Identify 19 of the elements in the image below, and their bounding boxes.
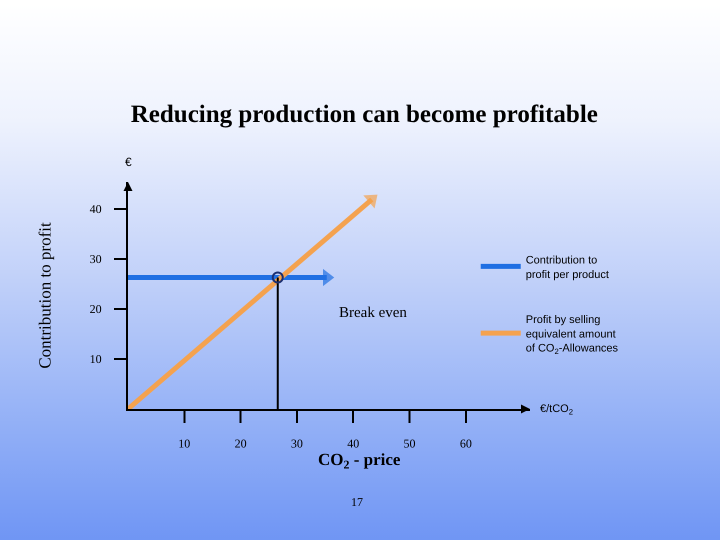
- annotation: Break even: [339, 305, 408, 321]
- x-tick-label: 10: [178, 436, 190, 450]
- x-tick-label: 20: [234, 436, 247, 450]
- x-tick-label: 30: [290, 436, 303, 450]
- x-axis-title: CO$_{2}$ - price: [318, 450, 401, 472]
- y-tick-label: 20: [90, 302, 102, 316]
- y-tick-label: 40: [90, 202, 102, 216]
- text: 17: [351, 495, 363, 509]
- y-tick-label: 30: [90, 252, 102, 266]
- x-tick-label: 60: [460, 436, 472, 450]
- text: €: [125, 155, 132, 169]
- text: €/tCO$_{2}$: [540, 403, 574, 416]
- x-tick-label: 40: [347, 436, 360, 450]
- legend-label: Profit by selling equivalent amount of CO$_{2}$-Allowances: [526, 314, 619, 356]
- y-tick-label: 10: [90, 352, 102, 366]
- legend-label: Contribution to profit per product: [526, 254, 609, 281]
- chart-title: Reducing production can become profitable: [130, 100, 598, 128]
- x-tick-label: 50: [404, 436, 416, 450]
- y-axis-title: Contribution to profit: [36, 222, 55, 369]
